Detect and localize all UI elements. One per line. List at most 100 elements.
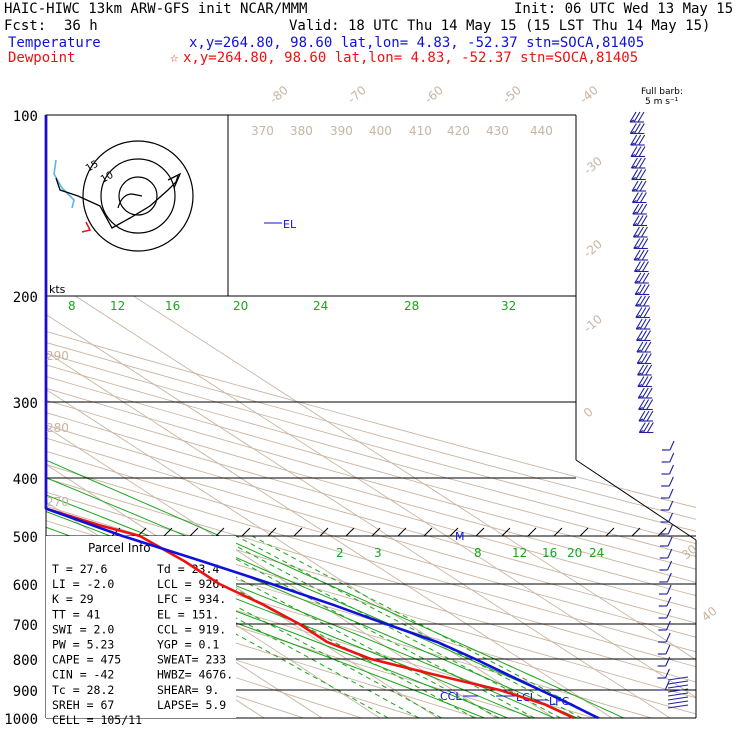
wind-barb (667, 704, 689, 709)
wind-barb (667, 680, 689, 685)
freezing-tick (293, 527, 303, 537)
wind-barb (659, 584, 672, 595)
temperature-legend-label: Temperature (8, 35, 101, 51)
wind-barb (660, 512, 674, 523)
hodograph-ring (118, 176, 158, 216)
freezing-tick (397, 527, 407, 537)
wind-barb (667, 692, 689, 697)
wind-barb (629, 111, 645, 123)
fcst-value: 36 h (64, 18, 98, 34)
freezing-tick (371, 527, 381, 537)
wind-barb (661, 464, 675, 475)
isotherm-line (46, 238, 696, 661)
freezing-tick (319, 527, 329, 537)
mixing-ratio-line (251, 535, 599, 718)
barb-legend-label: Full barb: (641, 87, 683, 97)
dry-adiabat-line (46, 477, 696, 668)
wind-barb (633, 238, 649, 250)
freezing-tick (527, 527, 537, 537)
freezing-tick (423, 527, 433, 537)
theta-label: 390 (330, 124, 353, 138)
pressure-tick-label: 100 (13, 109, 38, 125)
parcel-info-left: K = 29 (52, 592, 94, 606)
mixing-ratio-label: 20 (567, 546, 582, 560)
wind-barb (631, 169, 647, 181)
isotherm-label: -40 (577, 83, 601, 106)
hodograph-trace (55, 175, 179, 229)
freezing-tick (475, 527, 485, 537)
mixing-ratio-label: 24 (589, 546, 604, 560)
isotherm-label: 40 (699, 604, 720, 625)
dry-adiabat-line (46, 437, 696, 624)
mixing-ratio-line (86, 535, 420, 718)
parcel-info-right: EL = 151. (157, 607, 219, 621)
ccl-label: CCL (440, 690, 462, 703)
wind-barb (660, 500, 674, 511)
wind-barb (636, 341, 652, 353)
wind-barb (631, 180, 647, 192)
theta-label: 440 (530, 124, 553, 138)
parcel-info-left: Tc = 28.2 (52, 683, 114, 697)
m-label: M (455, 530, 465, 543)
mixing-ratio-line (192, 535, 535, 718)
wind-barb (658, 596, 672, 607)
isotherm-label: -70 (345, 83, 369, 106)
wind-barb (667, 696, 689, 701)
freezing-tick (605, 527, 615, 537)
wind-barb (667, 684, 689, 689)
mixing-ratio-label: 3 (374, 546, 382, 560)
isotherm-label: -60 (422, 83, 446, 106)
isotherm-line (46, 351, 613, 718)
freezing-tick (189, 527, 199, 537)
dry-adiabat-line (46, 582, 478, 718)
dry-adiabat-line (46, 424, 696, 610)
isotherm-line (46, 463, 439, 718)
wind-barb (637, 376, 653, 388)
hodograph-storm-motion (117, 193, 143, 209)
hodograph-trace-lower (81, 221, 92, 233)
freezing-tick (215, 527, 225, 537)
mixing-ratio-label: 2 (336, 546, 344, 560)
wind-barb (659, 572, 672, 583)
moist-adiabat-label: 28 (404, 299, 419, 313)
isotherm-label: 30 (679, 542, 700, 563)
wind-barb (667, 676, 689, 681)
valid-time: Valid: 18 UTC Thu 14 May 15 (15 LST Thu … (289, 18, 710, 34)
wind-barb (635, 318, 651, 330)
parcel-info-left: T = 27.6 (52, 562, 107, 576)
parcel-info-right: HWBZ= 4676. (157, 668, 233, 682)
wind-barb (636, 330, 652, 342)
wind-barb (636, 353, 652, 365)
moist-adiabat-label: 12 (110, 299, 125, 313)
wind-barb (638, 410, 654, 422)
wind-barb (630, 134, 646, 146)
theta-label: 370 (251, 124, 274, 138)
isotherm-label: 0 (581, 405, 596, 421)
wind-barb (638, 399, 654, 411)
wind-barb (633, 249, 649, 261)
wind-barb (661, 488, 674, 499)
hodograph-trace-upper (53, 159, 75, 209)
lfc-label: LFC (549, 695, 569, 708)
theta-label: 400 (369, 124, 392, 138)
wind-barb (667, 688, 689, 693)
wind-barb (667, 700, 689, 705)
star-icon: ☆ (170, 50, 179, 66)
wind-barb (658, 620, 671, 631)
parcel-info-right: CCL = 919. (157, 622, 226, 636)
wind-barb (635, 295, 650, 307)
wind-barb (630, 157, 646, 169)
parcel-info-left: PW = 5.23 (52, 638, 114, 652)
wind-barb (659, 560, 673, 571)
freezing-tick (449, 527, 459, 537)
wind-barb (657, 668, 670, 679)
dry-adiabat-line (46, 450, 696, 638)
wind-barb (635, 307, 651, 319)
dewpoint-legend-label: Dewpoint (8, 50, 75, 66)
dry-adiabat-label: 280 (46, 421, 69, 435)
parcel-info-left: CAPE = 475 (52, 653, 121, 667)
hodograph-box (45, 114, 229, 297)
parcel-info-right: YGP = 0.1 (157, 638, 219, 652)
fcst-label: Fcst: (4, 18, 46, 34)
